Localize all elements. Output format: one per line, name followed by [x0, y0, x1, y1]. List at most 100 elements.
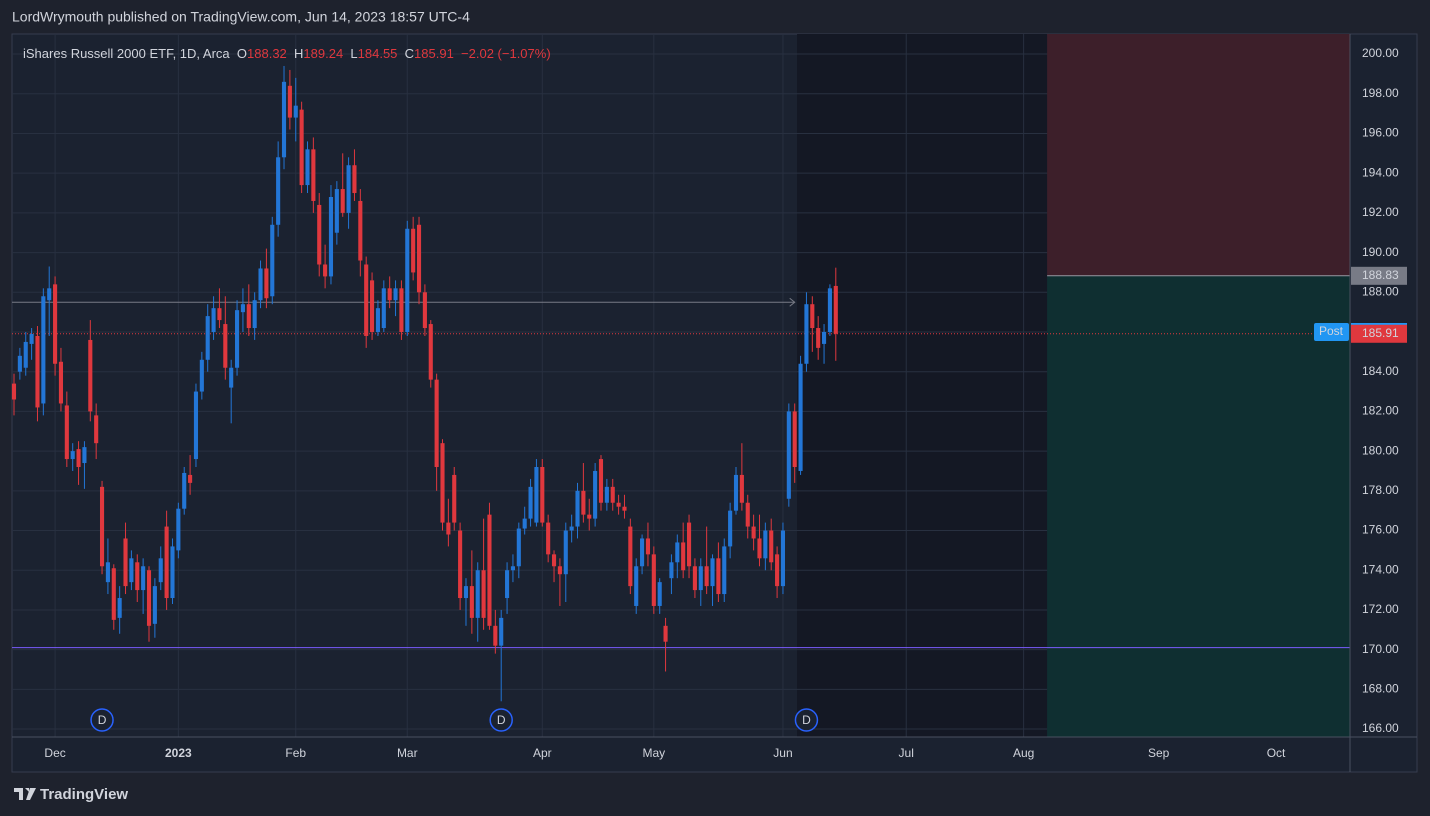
post-badge-label: Post	[1319, 324, 1344, 338]
y-tick-label: 194.00	[1362, 165, 1399, 179]
y-tick-label: 176.00	[1362, 523, 1399, 537]
candle-body	[252, 300, 257, 329]
candle-body	[739, 474, 744, 503]
candle-body	[522, 518, 527, 529]
candle-body	[598, 459, 604, 503]
y-tick-label: 178.00	[1362, 483, 1399, 497]
candle-body	[616, 502, 621, 507]
candle-body	[698, 566, 703, 591]
header: LordWrymouth published on TradingView.co…	[12, 9, 470, 25]
legend-value: 189.24	[303, 46, 344, 61]
candle-body	[405, 228, 410, 332]
candle-body	[105, 562, 110, 583]
candle-body	[135, 562, 140, 591]
x-tick-label: May	[642, 746, 665, 760]
candle-body	[35, 335, 40, 408]
candle-body	[53, 284, 58, 364]
candle-body	[381, 288, 386, 329]
candle-body	[182, 472, 187, 509]
candle-body	[287, 85, 292, 118]
candle-body	[575, 490, 580, 527]
candle-body	[58, 361, 64, 404]
price-label-bg	[1351, 324, 1407, 343]
legend-value: 188.32	[247, 46, 287, 61]
candle-body	[651, 554, 656, 606]
candle-body	[317, 204, 322, 265]
y-tick-label: 200.00	[1362, 46, 1399, 60]
candle-body	[211, 308, 216, 332]
symbol: iShares Russell 2000 ETF, 1D, Arca	[23, 46, 230, 61]
y-tick-label: 198.00	[1362, 86, 1399, 100]
entry-price-label: 188.83	[1362, 268, 1399, 282]
candle-body	[229, 367, 234, 388]
y-tick-label: 172.00	[1362, 602, 1399, 616]
candle-body	[692, 566, 697, 591]
candle-body	[141, 566, 146, 591]
candle-body	[123, 538, 128, 587]
candle-body	[334, 189, 339, 233]
candle-body	[499, 617, 504, 646]
candle-body	[70, 451, 75, 460]
price-label-bg	[1351, 266, 1407, 285]
candle-body	[176, 508, 181, 551]
candle-body	[276, 157, 281, 225]
candle-body	[305, 149, 310, 186]
candle-body	[510, 566, 515, 571]
candle-body	[610, 486, 615, 503]
candle-body	[152, 586, 157, 624]
legend: iShares Russell 2000 ETF, 1D, Arca O188.…	[23, 46, 551, 61]
dividend-label: D	[497, 713, 506, 727]
x-tick-label: 2023	[165, 746, 192, 760]
candle-body	[99, 486, 105, 567]
candle-body	[534, 466, 539, 523]
legend-letter: H	[294, 46, 304, 61]
candle-body	[804, 304, 809, 364]
candle-body	[352, 165, 357, 194]
y-tick-label: 168.00	[1362, 682, 1399, 696]
candle-body	[258, 268, 263, 301]
brand: TradingView	[40, 786, 128, 803]
candle-body	[323, 264, 328, 277]
candle-body	[264, 268, 269, 299]
candle-body	[94, 415, 99, 444]
dividend-label: D	[802, 713, 811, 727]
legend-letter: C	[404, 46, 415, 61]
candle-body	[769, 530, 774, 563]
dividend-marker	[489, 708, 513, 732]
x-tick-label: Jul	[899, 746, 914, 760]
candle-body	[11, 383, 17, 400]
candle-body	[604, 486, 609, 503]
candle-body	[821, 331, 827, 344]
candle-body	[387, 288, 392, 301]
candle-body	[193, 391, 199, 460]
candle-body	[446, 522, 451, 535]
x-tick-label: Mar	[397, 746, 418, 760]
x-tick-label: Sep	[1148, 746, 1170, 760]
candle-body	[710, 558, 715, 587]
y-tick-label: 170.00	[1362, 642, 1399, 656]
arrow-head	[789, 297, 796, 307]
candle-body	[751, 526, 756, 539]
x-tick-label: Oct	[1267, 746, 1286, 760]
candle-body	[546, 522, 551, 555]
candle-body	[340, 189, 345, 213]
candle-body	[440, 443, 445, 523]
candle-body	[675, 542, 680, 563]
candle-body	[728, 510, 733, 547]
candle-body	[328, 196, 334, 277]
candle-body	[663, 625, 668, 642]
candle-body	[634, 566, 639, 606]
y-tick-label: 180.00	[1362, 443, 1399, 457]
candle-body	[722, 546, 727, 595]
candle-body	[111, 568, 116, 620]
candle-body	[452, 474, 457, 523]
legend-value: 184.55	[357, 46, 398, 61]
last-price-label: 185.91	[1362, 326, 1399, 340]
candle-body	[786, 411, 791, 499]
candle-body	[235, 310, 240, 368]
candle-body	[622, 506, 627, 511]
candle-body	[76, 449, 81, 467]
candle-body	[763, 530, 768, 559]
candle-body	[346, 165, 351, 213]
